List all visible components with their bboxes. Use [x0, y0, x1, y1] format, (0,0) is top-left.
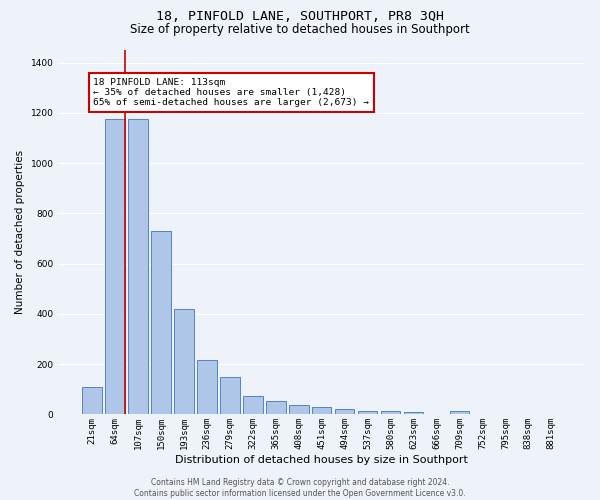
Bar	[266, 402, 286, 414]
Text: Size of property relative to detached houses in Southport: Size of property relative to detached ho…	[130, 22, 470, 36]
Bar	[197, 360, 217, 414]
Bar	[381, 412, 400, 414]
Bar	[358, 410, 377, 414]
Text: 18, PINFOLD LANE, SOUTHPORT, PR8 3QH: 18, PINFOLD LANE, SOUTHPORT, PR8 3QH	[156, 10, 444, 23]
Bar	[312, 408, 331, 414]
Text: Contains HM Land Registry data © Crown copyright and database right 2024.
Contai: Contains HM Land Registry data © Crown c…	[134, 478, 466, 498]
Bar	[82, 388, 102, 414]
X-axis label: Distribution of detached houses by size in Southport: Distribution of detached houses by size …	[175, 455, 468, 465]
Bar	[243, 396, 263, 414]
Bar	[289, 405, 308, 414]
Text: 18 PINFOLD LANE: 113sqm
← 35% of detached houses are smaller (1,428)
65% of semi: 18 PINFOLD LANE: 113sqm ← 35% of detache…	[93, 78, 369, 108]
Bar	[128, 119, 148, 414]
Y-axis label: Number of detached properties: Number of detached properties	[15, 150, 25, 314]
Bar	[151, 231, 171, 414]
Bar	[450, 412, 469, 414]
Bar	[220, 377, 239, 414]
Bar	[174, 309, 194, 414]
Bar	[335, 409, 355, 414]
Bar	[404, 412, 424, 414]
Bar	[106, 119, 125, 414]
